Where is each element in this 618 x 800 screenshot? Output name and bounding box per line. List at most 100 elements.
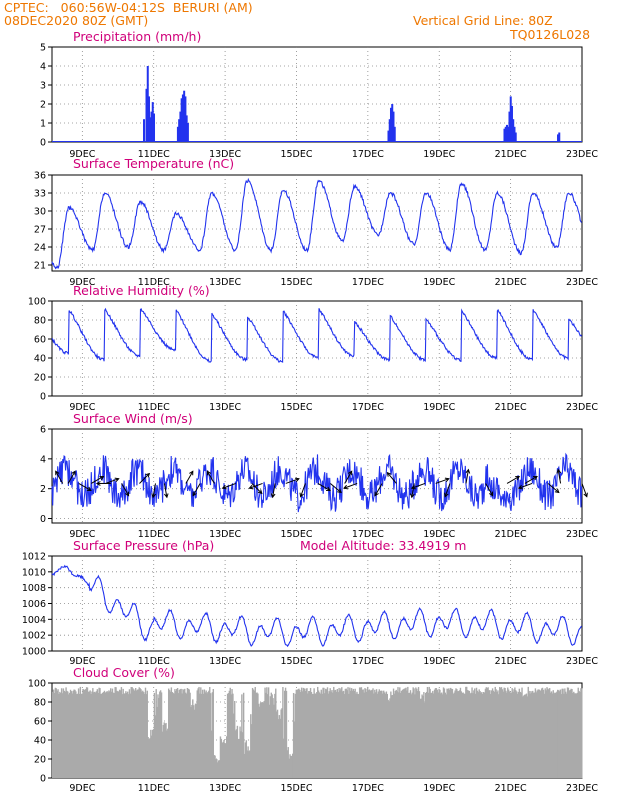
- wind-arrow-head: [294, 477, 300, 483]
- x-tick-label: 13DEC: [209, 277, 241, 288]
- cloud-bar: [314, 693, 316, 778]
- cloud-bar: [278, 715, 281, 778]
- cloud-bar: [328, 691, 330, 778]
- wind-arrow: [343, 482, 358, 490]
- x-tick-label: 9DEC: [69, 149, 95, 160]
- x-tick-label: 23DEC: [566, 783, 598, 794]
- cloud-bar: [184, 692, 187, 778]
- precip-bar: [505, 124, 508, 142]
- cloud-bar: [543, 693, 546, 778]
- wind-arrow-head: [124, 491, 130, 497]
- panel-title: Relative Humidity (%): [73, 283, 210, 298]
- cloud-bar: [223, 739, 225, 778]
- cloud-bar: [227, 693, 230, 778]
- cloud-bar: [70, 691, 73, 778]
- cloud-bar: [119, 690, 122, 778]
- cloud-bar: [66, 690, 68, 778]
- wind-arrow: [185, 470, 194, 484]
- cloud-bar: [568, 690, 571, 778]
- y-tick-label: 80: [34, 316, 46, 327]
- x-tick-label: 11DEC: [138, 402, 170, 413]
- cloud-bar: [318, 692, 321, 778]
- y-tick-label: 3: [40, 81, 46, 92]
- cloud-bar: [291, 755, 293, 778]
- wind-arrow-shaft: [163, 483, 168, 498]
- cloud-bar: [394, 690, 397, 778]
- cloud-bar: [105, 691, 107, 778]
- x-tick-label: 21DEC: [495, 402, 527, 413]
- cloud-bar: [292, 692, 295, 778]
- cloud-bar: [513, 689, 515, 778]
- cloud-bar: [340, 688, 342, 778]
- wind-arrow-head: [99, 475, 105, 481]
- cloud-bar: [441, 692, 443, 778]
- wind-arrow-head: [325, 486, 331, 492]
- cloud-bar: [469, 693, 471, 778]
- cloud-bar: [338, 687, 340, 778]
- cloud-bar: [263, 701, 265, 778]
- wind-arrow: [163, 483, 169, 499]
- cloud-bar: [476, 690, 479, 778]
- cloud-bar: [449, 687, 452, 778]
- y-tick-label: 36: [34, 171, 46, 182]
- cloud-bar: [366, 686, 369, 778]
- cloud-bar: [85, 689, 87, 778]
- cloud-bar: [222, 741, 224, 778]
- cloud-bar: [110, 691, 113, 778]
- wind-arrow-shaft: [55, 471, 64, 484]
- cloud-bar: [300, 687, 303, 778]
- cloud-bar: [267, 694, 269, 778]
- cloud-bar: [86, 687, 89, 778]
- cloud-bar: [89, 690, 91, 778]
- cloud-bar: [369, 690, 372, 778]
- cloud-bar: [566, 687, 569, 778]
- cloud-bar: [144, 687, 147, 778]
- wind-arrow: [105, 477, 120, 484]
- wind-arrow: [344, 470, 353, 484]
- cloud-bar: [433, 689, 436, 778]
- cloud-bar: [569, 690, 571, 778]
- cloud-bar: [527, 686, 529, 778]
- wind-arrow: [556, 468, 562, 484]
- cloud-bar: [536, 690, 538, 778]
- cloud-bar: [76, 693, 79, 778]
- y-tick-label: 60: [34, 335, 46, 346]
- wind-arrow-shaft: [374, 483, 383, 496]
- cloud-bar: [349, 687, 351, 778]
- cloud-bar: [109, 691, 111, 778]
- cloud-bar: [570, 688, 572, 778]
- y-tick-label: 30: [34, 207, 46, 218]
- y-tick-label: 0: [40, 138, 46, 149]
- cloud-bar: [133, 689, 135, 778]
- cloud-bar: [61, 693, 64, 778]
- cloud-bar: [347, 687, 349, 778]
- cloud-bar: [385, 691, 388, 778]
- cloud-bar: [398, 692, 400, 778]
- cloud-bar: [486, 688, 488, 778]
- cloud-bar: [87, 691, 90, 778]
- cloud-bar: [296, 690, 298, 778]
- cloud-bar: [138, 687, 140, 778]
- cloud-bar: [194, 703, 197, 778]
- cloud-bar: [289, 754, 291, 778]
- wind-arrow-head: [257, 489, 263, 495]
- cloud-bar: [134, 690, 136, 778]
- wind-arrow-head: [374, 491, 379, 497]
- cloud-bar: [365, 688, 367, 778]
- cloud-bar: [159, 690, 162, 778]
- wind-arrow: [285, 477, 300, 484]
- precip-bar: [557, 134, 560, 142]
- cloud-bar: [418, 691, 421, 778]
- cloud-bar: [275, 688, 277, 778]
- cloud-bar: [327, 693, 330, 778]
- cloud-bar: [366, 691, 368, 778]
- x-tick-label: 11DEC: [138, 529, 170, 540]
- cloud-bar: [493, 691, 496, 778]
- y-tick-label: 20: [34, 373, 46, 384]
- cloud-bar: [139, 688, 141, 778]
- wind-arrow-head: [164, 493, 169, 499]
- cloud-bar: [131, 687, 133, 778]
- cloud-bar: [408, 692, 410, 778]
- cloud-bar: [409, 690, 412, 778]
- cloud-bar: [509, 692, 512, 778]
